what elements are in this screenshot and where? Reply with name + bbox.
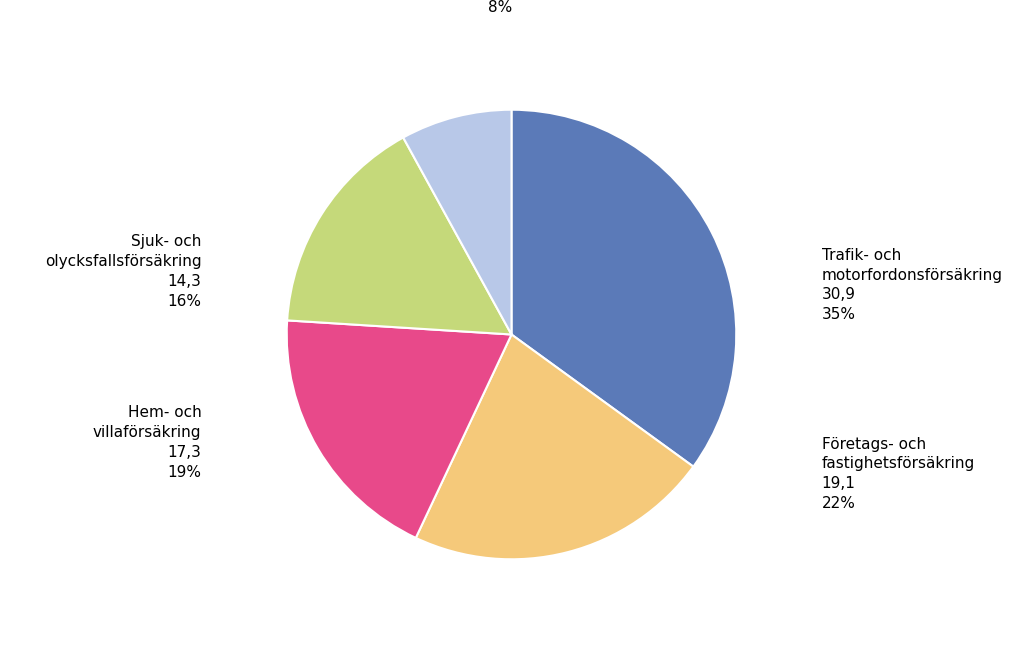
Wedge shape (286, 320, 512, 538)
Text: Sjuk- och
olycksfallsförsäkring
14,3
16%: Sjuk- och olycksfallsförsäkring 14,3 16% (45, 234, 202, 309)
Wedge shape (403, 110, 512, 334)
Wedge shape (415, 334, 694, 559)
Text: Övrigt
7,0
8%: Övrigt 7,0 8% (477, 0, 524, 15)
Wedge shape (512, 110, 737, 466)
Text: Företags- och
fastighetsförsäkring
19,1
22%: Företags- och fastighetsförsäkring 19,1 … (821, 437, 975, 511)
Wedge shape (287, 138, 512, 334)
Text: Trafik- och
motorfordonsförsäkring
30,9
35%: Trafik- och motorfordonsförsäkring 30,9 … (821, 248, 1003, 322)
Text: Hem- och
villaförsäkring
17,3
19%: Hem- och villaförsäkring 17,3 19% (93, 405, 202, 480)
